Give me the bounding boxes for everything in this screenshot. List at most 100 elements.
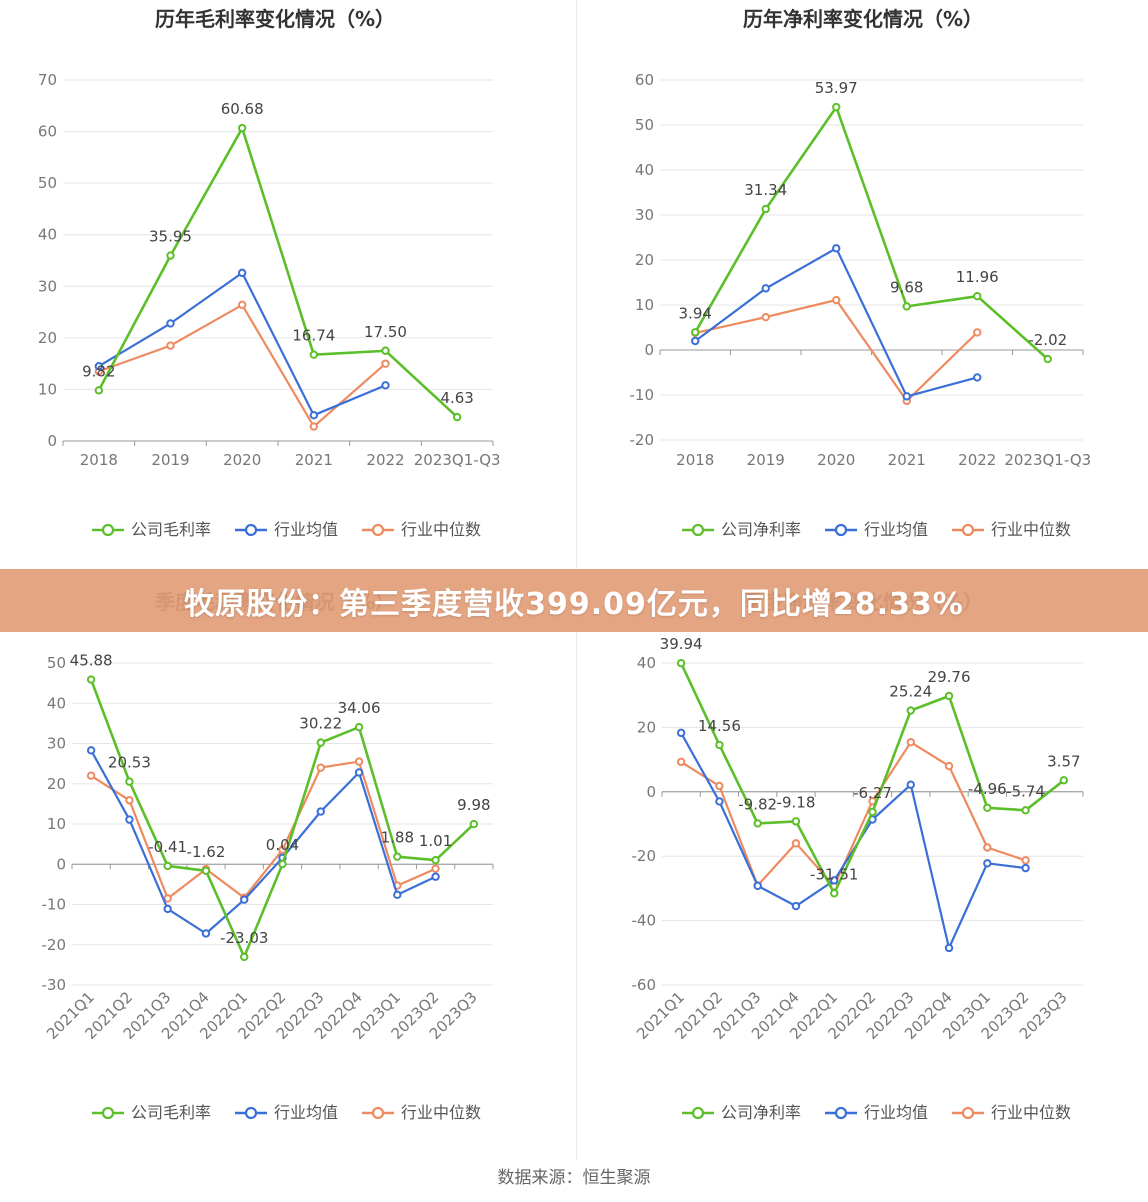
data-point bbox=[906, 738, 915, 747]
y-tick-label: 40 bbox=[637, 654, 656, 672]
data-label: 9.98 bbox=[457, 796, 490, 814]
data-label: 17.50 bbox=[364, 323, 407, 341]
data-label: -9.18 bbox=[777, 793, 816, 811]
y-tick-label: 50 bbox=[38, 174, 57, 192]
data-point bbox=[676, 728, 686, 738]
chart-title: 历年净利率变化情况（%） bbox=[743, 7, 983, 31]
data-point bbox=[983, 843, 992, 852]
data-label: -23.03 bbox=[220, 929, 268, 947]
y-tick-label: 0 bbox=[644, 341, 654, 359]
data-point bbox=[469, 819, 479, 829]
data-label: 9.68 bbox=[890, 278, 923, 296]
y-tick-label: 50 bbox=[47, 654, 66, 672]
data-point bbox=[166, 341, 175, 350]
data-label: 35.95 bbox=[149, 228, 192, 246]
y-tick-label: -30 bbox=[42, 976, 67, 994]
data-label: 3.94 bbox=[679, 304, 712, 322]
x-tick-label: 2021 bbox=[295, 451, 333, 469]
data-point bbox=[431, 864, 440, 873]
x-tick-label: 2019 bbox=[151, 451, 189, 469]
legend-marker bbox=[691, 523, 705, 537]
data-point bbox=[166, 319, 175, 328]
data-point bbox=[906, 706, 915, 715]
data-point bbox=[431, 855, 440, 865]
data-point bbox=[983, 859, 992, 868]
y-tick-label: -60 bbox=[632, 976, 657, 994]
data-point bbox=[166, 251, 175, 260]
data-point bbox=[791, 817, 801, 826]
y-tick-label: 70 bbox=[38, 71, 57, 89]
legend-label: 行业中位数 bbox=[401, 520, 481, 539]
data-label: 0.04 bbox=[266, 836, 299, 854]
data-label: 30.22 bbox=[299, 715, 342, 733]
data-point bbox=[753, 881, 762, 891]
data-point bbox=[86, 771, 96, 780]
data-point bbox=[354, 757, 364, 766]
data-point bbox=[830, 889, 839, 898]
data-source: 数据来源：恒生聚源 bbox=[497, 1168, 651, 1188]
legend-label: 公司净利率 bbox=[721, 1103, 801, 1122]
data-point bbox=[201, 866, 211, 875]
y-tick-label: -20 bbox=[42, 936, 67, 954]
y-tick-label: -20 bbox=[632, 847, 657, 865]
data-point bbox=[791, 901, 801, 911]
data-point bbox=[715, 797, 724, 806]
data-point bbox=[163, 894, 172, 903]
legend-marker bbox=[101, 1106, 115, 1120]
data-point bbox=[163, 861, 172, 871]
data-point bbox=[691, 328, 700, 337]
data-label: -1.62 bbox=[187, 843, 226, 861]
data-point bbox=[973, 373, 982, 382]
data-point bbox=[381, 346, 390, 355]
legend-marker bbox=[371, 1106, 385, 1120]
legend-label: 行业均值 bbox=[274, 520, 338, 539]
data-label: 60.68 bbox=[221, 100, 264, 118]
data-point bbox=[830, 876, 839, 885]
data-point bbox=[94, 386, 104, 395]
y-tick-label: 40 bbox=[47, 694, 66, 712]
y-tick-label: 20 bbox=[637, 718, 656, 736]
chart-3: 季度毛利率变化情况（%）-30-20-10010203040502021Q120… bbox=[42, 590, 494, 1122]
y-tick-label: 0 bbox=[56, 855, 66, 873]
legend-label: 行业均值 bbox=[864, 1103, 928, 1122]
data-point bbox=[86, 746, 96, 755]
data-point bbox=[944, 943, 954, 953]
series-line-3 bbox=[680, 741, 1026, 888]
data-point bbox=[715, 781, 724, 791]
legend-label: 公司净利率 bbox=[721, 520, 801, 539]
data-point bbox=[902, 392, 911, 401]
y-tick-label: 40 bbox=[635, 161, 654, 179]
y-tick-label: -10 bbox=[42, 896, 67, 914]
data-label: 45.88 bbox=[70, 652, 113, 670]
data-point bbox=[316, 763, 325, 772]
data-label: 9.82 bbox=[82, 362, 115, 380]
data-label: 53.97 bbox=[815, 79, 858, 97]
x-tick-label: 2020 bbox=[817, 451, 855, 469]
chart-1: 历年毛利率变化情况（%） 0 10 20 30 40 50 60 70 2018 2019 2020 2… bbox=[38, 7, 501, 539]
data-point bbox=[944, 761, 954, 771]
data-point bbox=[237, 268, 247, 278]
data-point bbox=[761, 284, 770, 293]
legend: 公司毛利率 行业均值 行业中位数 bbox=[92, 520, 481, 539]
legend-label: 公司毛利率 bbox=[131, 520, 211, 539]
legend: 公司毛利率 行业均值 行业中位数 bbox=[92, 1103, 481, 1122]
series-line-2 bbox=[98, 271, 386, 417]
legend-label: 行业中位数 bbox=[401, 1103, 481, 1122]
y-tick-label: 30 bbox=[47, 735, 66, 753]
data-point bbox=[86, 675, 96, 684]
data-point bbox=[309, 411, 319, 420]
x-tick-label: 2018 bbox=[80, 451, 118, 469]
data-label: 31.34 bbox=[744, 181, 787, 199]
x-tick-label: 2022 bbox=[366, 451, 404, 469]
data-label: 39.94 bbox=[660, 635, 703, 653]
y-tick-label: 30 bbox=[635, 206, 654, 224]
data-label: 20.53 bbox=[108, 754, 151, 772]
chart-title: 历年毛利率变化情况（%） bbox=[155, 7, 395, 31]
data-label: -6.27 bbox=[853, 784, 892, 802]
data-label: -0.41 bbox=[148, 838, 187, 856]
data-label: 16.74 bbox=[292, 327, 335, 345]
y-tick-label: 20 bbox=[47, 775, 66, 793]
data-point bbox=[94, 362, 104, 371]
data-point bbox=[316, 807, 325, 816]
legend-marker bbox=[371, 523, 385, 537]
